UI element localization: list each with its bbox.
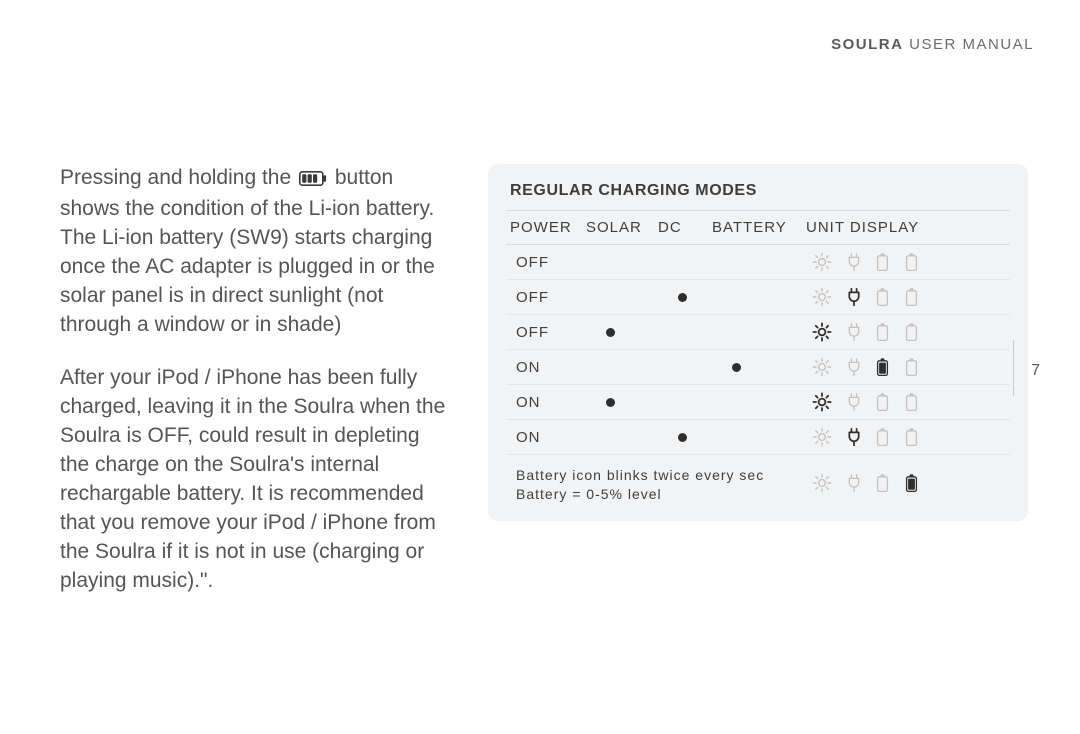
col-power: POWER — [506, 211, 582, 245]
plug-icon — [847, 357, 861, 377]
sun-icon — [812, 252, 832, 272]
plug-icon — [847, 392, 861, 412]
brand-name: SOULRA — [831, 36, 903, 53]
col-solar: SOLAR — [582, 211, 654, 245]
battery-cell — [708, 350, 802, 385]
sun-icon — [812, 427, 832, 447]
dot-icon — [678, 433, 687, 442]
dot-icon — [732, 363, 741, 372]
page-number: 7 — [1031, 362, 1040, 380]
unit-display-cell — [802, 350, 1010, 385]
battery-icon — [876, 357, 889, 377]
table-header-row: POWER SOLAR DC BATTERY UNIT DISPLAY — [506, 211, 1010, 245]
battery-icon — [905, 427, 918, 447]
unit-display-cell — [802, 455, 1010, 511]
table-row: ON — [506, 385, 1010, 420]
dot-icon — [606, 328, 615, 337]
left-column: Pressing and holding the button shows th… — [60, 164, 454, 596]
sun-icon — [812, 322, 832, 342]
solar-cell — [582, 385, 654, 420]
col-dc: DC — [654, 211, 708, 245]
battery-icon — [876, 287, 889, 307]
unit-display-cell — [802, 280, 1010, 315]
battery-icon — [876, 392, 889, 412]
sun-icon — [812, 287, 832, 307]
battery-icon — [876, 252, 889, 272]
dc-cell — [654, 280, 708, 315]
battery-icon — [905, 287, 918, 307]
table-row: ON — [506, 350, 1010, 385]
battery-cell — [708, 420, 802, 455]
footer-note: Battery icon blinks twice every secBatte… — [506, 455, 802, 511]
table-row: OFF — [506, 315, 1010, 350]
dc-cell — [654, 245, 708, 280]
battery-cell — [708, 245, 802, 280]
dc-cell — [654, 350, 708, 385]
power-cell: ON — [506, 385, 582, 420]
plug-icon — [847, 473, 861, 493]
solar-cell — [582, 315, 654, 350]
plug-icon — [847, 252, 861, 272]
solar-cell — [582, 245, 654, 280]
unit-display-cell — [802, 315, 1010, 350]
paragraph-2: After your iPod / iPhone has been fully … — [60, 364, 454, 596]
unit-display-cell — [802, 245, 1010, 280]
battery-icon — [876, 322, 889, 342]
power-cell: OFF — [506, 280, 582, 315]
battery-cell — [708, 315, 802, 350]
power-cell: OFF — [506, 245, 582, 280]
plug-icon — [847, 427, 861, 447]
solar-cell — [582, 350, 654, 385]
doc-header: SOULRA USER MANUAL — [831, 36, 1034, 53]
power-cell: ON — [506, 350, 582, 385]
table-row: OFF — [506, 280, 1010, 315]
charging-modes-title: REGULAR CHARGING MODES — [506, 178, 1010, 210]
charging-modes-box: REGULAR CHARGING MODES POWER SOLAR DC BA… — [488, 164, 1028, 521]
plug-icon — [847, 322, 861, 342]
dot-icon — [678, 293, 687, 302]
table-row: OFF — [506, 245, 1010, 280]
page-number-divider — [1013, 340, 1014, 396]
power-cell: OFF — [506, 315, 582, 350]
paragraph-1: Pressing and holding the button shows th… — [60, 164, 454, 340]
battery-cell — [708, 280, 802, 315]
power-cell: ON — [506, 420, 582, 455]
col-battery: BATTERY — [708, 211, 802, 245]
sun-icon — [812, 473, 832, 493]
unit-display-cell — [802, 385, 1010, 420]
col-display: UNIT DISPLAY — [802, 211, 1010, 245]
battery-icon — [299, 166, 327, 195]
sun-icon — [812, 392, 832, 412]
solar-cell — [582, 280, 654, 315]
sun-icon — [812, 357, 832, 377]
battery-cell — [708, 385, 802, 420]
battery-icon — [876, 427, 889, 447]
table-row: ON — [506, 420, 1010, 455]
plug-icon — [847, 287, 861, 307]
battery-icon — [905, 392, 918, 412]
charging-modes-table: POWER SOLAR DC BATTERY UNIT DISPLAY OFF — [506, 210, 1010, 511]
dc-cell — [654, 385, 708, 420]
battery-icon — [905, 357, 918, 377]
battery-icon — [876, 473, 889, 493]
battery-icon — [905, 252, 918, 272]
right-column: REGULAR CHARGING MODES POWER SOLAR DC BA… — [488, 164, 1028, 596]
battery-icon — [905, 322, 918, 342]
doc-title: USER MANUAL — [909, 36, 1034, 53]
table-footer-row: Battery icon blinks twice every secBatte… — [506, 455, 1010, 511]
dot-icon — [606, 398, 615, 407]
unit-display-cell — [802, 420, 1010, 455]
solar-cell — [582, 420, 654, 455]
dc-cell — [654, 420, 708, 455]
dc-cell — [654, 315, 708, 350]
battery-icon — [905, 473, 918, 493]
